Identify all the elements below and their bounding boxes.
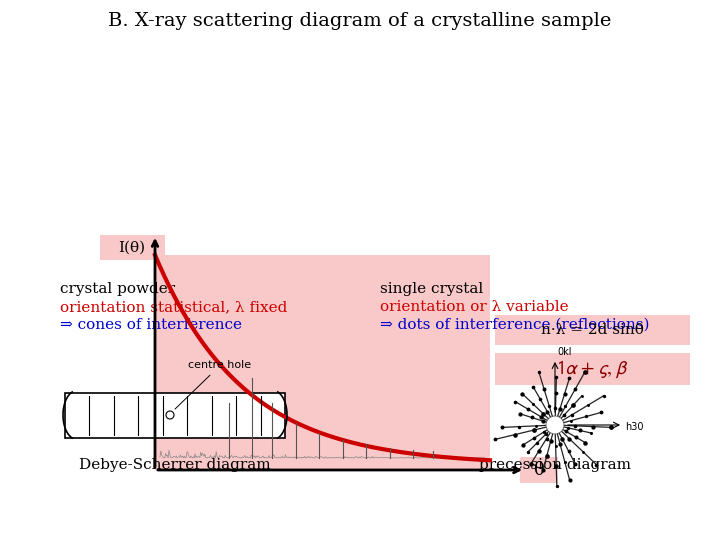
Text: h30: h30 [625,422,644,432]
Text: I(θ): I(θ) [118,241,145,255]
Text: B. X-ray scattering diagram of a crystalline sample: B. X-ray scattering diagram of a crystal… [108,12,612,30]
Text: 0kl: 0kl [557,347,572,357]
Text: ⇒ dots of interference (reflections): ⇒ dots of interference (reflections) [380,318,649,332]
Text: orientation or λ variable: orientation or λ variable [380,300,569,314]
Bar [495,353,690,385]
Text: precession diagram: precession diagram [479,457,631,471]
Text: single crystal: single crystal [380,282,483,296]
Text: crystal powder: crystal powder [60,282,175,296]
Text: Debye-Scherrer diagram: Debye-Scherrer diagram [79,457,271,471]
Text: orientation statistical, λ fixed: orientation statistical, λ fixed [60,300,287,314]
Text: $\mathcal{1\alpha+\varsigma,\beta}$: $\mathcal{1\alpha+\varsigma,\beta}$ [556,359,628,380]
Bar [100,235,165,260]
Bar [495,315,690,345]
Text: centre hole: centre hole [175,361,251,409]
Bar [520,457,558,483]
Circle shape [546,416,564,434]
Text: θ: θ [534,461,544,479]
Text: ⇒ cones of interference: ⇒ cones of interference [60,318,242,332]
Bar [155,255,490,470]
Bar [65,393,285,437]
Text: n·λ = 2d sinθ: n·λ = 2d sinθ [541,323,644,337]
